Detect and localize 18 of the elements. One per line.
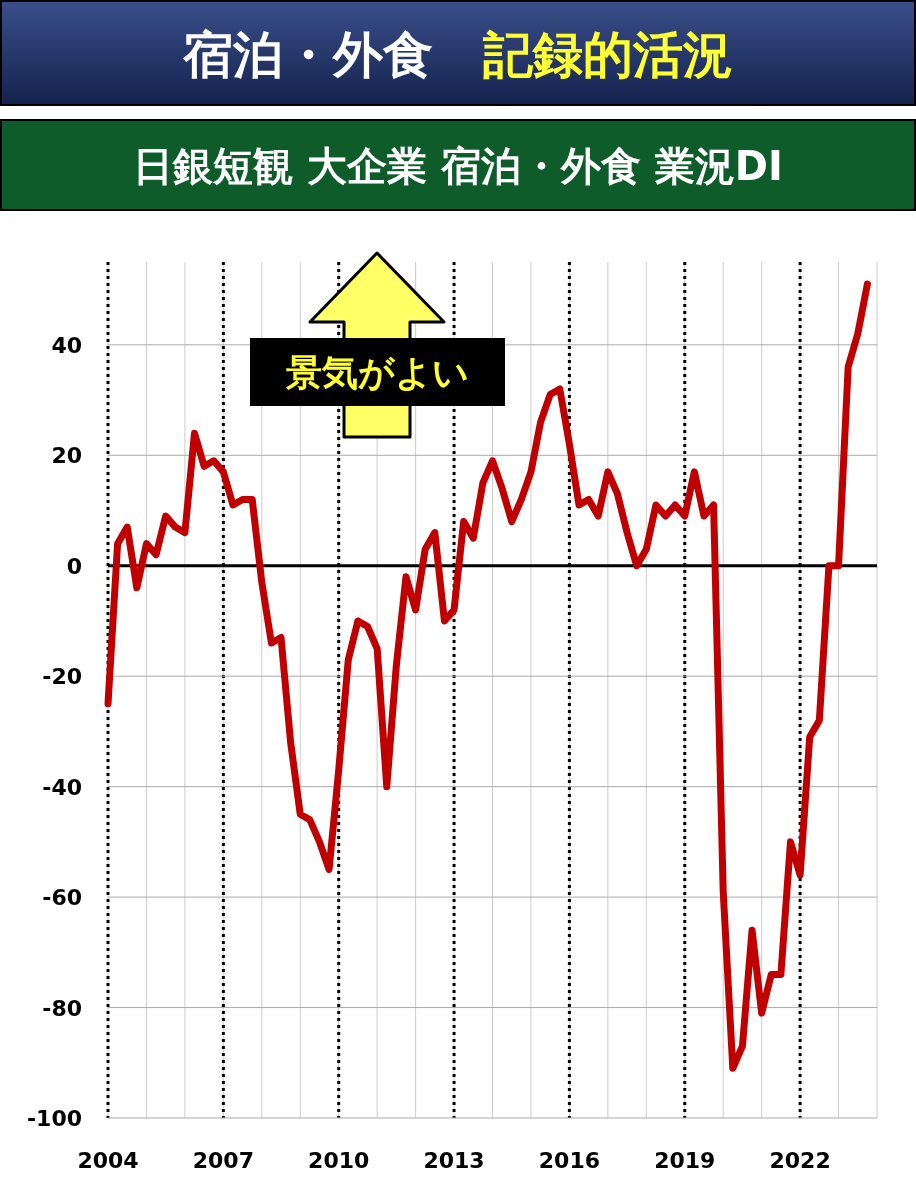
- x-tick-label: 2019: [654, 1148, 716, 1173]
- x-tick-label: 2004: [77, 1148, 139, 1173]
- y-tick-label: -100: [26, 1106, 82, 1131]
- y-tick-label: -40: [42, 774, 82, 800]
- y-tick-label: 20: [51, 443, 82, 469]
- x-tick-label: 2010: [308, 1148, 370, 1173]
- annotation: 景気がよい: [284, 352, 469, 393]
- x-tick-label: 2016: [538, 1148, 601, 1173]
- x-tick-label: 2007: [192, 1148, 254, 1173]
- x-tick-label: 2013: [423, 1148, 485, 1173]
- chart-title: 宿泊・外食 記録的活況: [182, 26, 733, 84]
- y-tick-label: 0: [66, 553, 82, 579]
- y-tick-label: 40: [51, 332, 82, 358]
- y-tick-label: -60: [42, 885, 82, 911]
- chart-subtitle: 日銀短観 大企業 宿泊・外食 業況DI: [133, 143, 783, 189]
- x-tick-label: 2022: [769, 1148, 831, 1173]
- y-tick-label: -80: [42, 995, 82, 1021]
- y-tick-label: -20: [42, 664, 82, 690]
